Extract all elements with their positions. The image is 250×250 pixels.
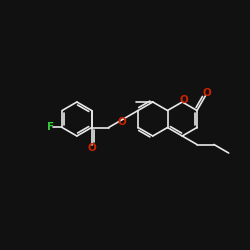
Text: O: O — [118, 117, 126, 127]
Text: O: O — [88, 143, 97, 153]
Text: O: O — [202, 88, 211, 98]
Text: O: O — [180, 95, 188, 105]
Text: F: F — [47, 122, 54, 132]
